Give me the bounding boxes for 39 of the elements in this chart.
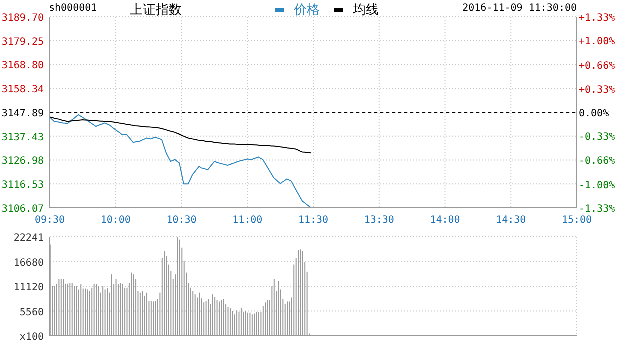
x-tick-label: 10:30 [166,215,197,226]
line-series [50,114,312,208]
y2-tick-label: -1.33% [579,204,616,215]
y-tick-label: 3168.80 [2,60,44,72]
y-tick-label: 3158.34 [2,84,44,96]
y2-tick-label: 0.00% [579,108,610,120]
line-series [50,116,312,154]
y-tick-label: 3189.70 [2,13,44,24]
chart-title: 上证指数 [130,2,182,19]
y-tick-label: 5560 [20,307,44,318]
y2-tick-label: +1.00% [579,36,616,48]
y2-tick-label: +0.33% [579,84,616,96]
x-tick-label: 15:00 [562,215,592,226]
y-tick-label: 3137.43 [2,132,44,144]
x-tick-label: 11:00 [232,215,263,226]
y-tick-label: 3116.53 [2,180,44,192]
legend-label: 价格 [294,2,320,19]
x-tick-label: 13:30 [364,215,394,226]
y2-tick-label: -1.00% [579,180,616,192]
y2-tick-label: +0.66% [579,61,616,72]
y2-tick-label: -0.33% [579,132,616,144]
x-tick-label: 11:30 [298,215,329,226]
x-tick-label: 14:00 [430,215,460,226]
y-tick-label: x100 [20,332,44,343]
legend-label: 均线 [353,2,379,19]
x-tick-label: 10:00 [100,215,131,226]
text: 2016-11-09 11:30:00 [462,3,577,14]
text: sh000001 [49,3,98,14]
x-tick-label: 14:30 [496,215,526,226]
y-tick-label: 3147.89 [2,108,44,120]
y-tick-label: 3179.25 [2,36,44,48]
y-tick-label: 11120 [14,282,44,294]
y-tick-label: 22241 [14,233,44,244]
x-tick-label: 09:30 [34,215,66,226]
y-tick-label: 16680 [14,258,44,269]
y-tick-label: 3126.98 [2,156,44,168]
y-tick-label: 3106.07 [2,204,44,215]
y2-tick-label: +1.33% [579,13,616,24]
y2-tick-label: -0.66% [579,156,616,167]
